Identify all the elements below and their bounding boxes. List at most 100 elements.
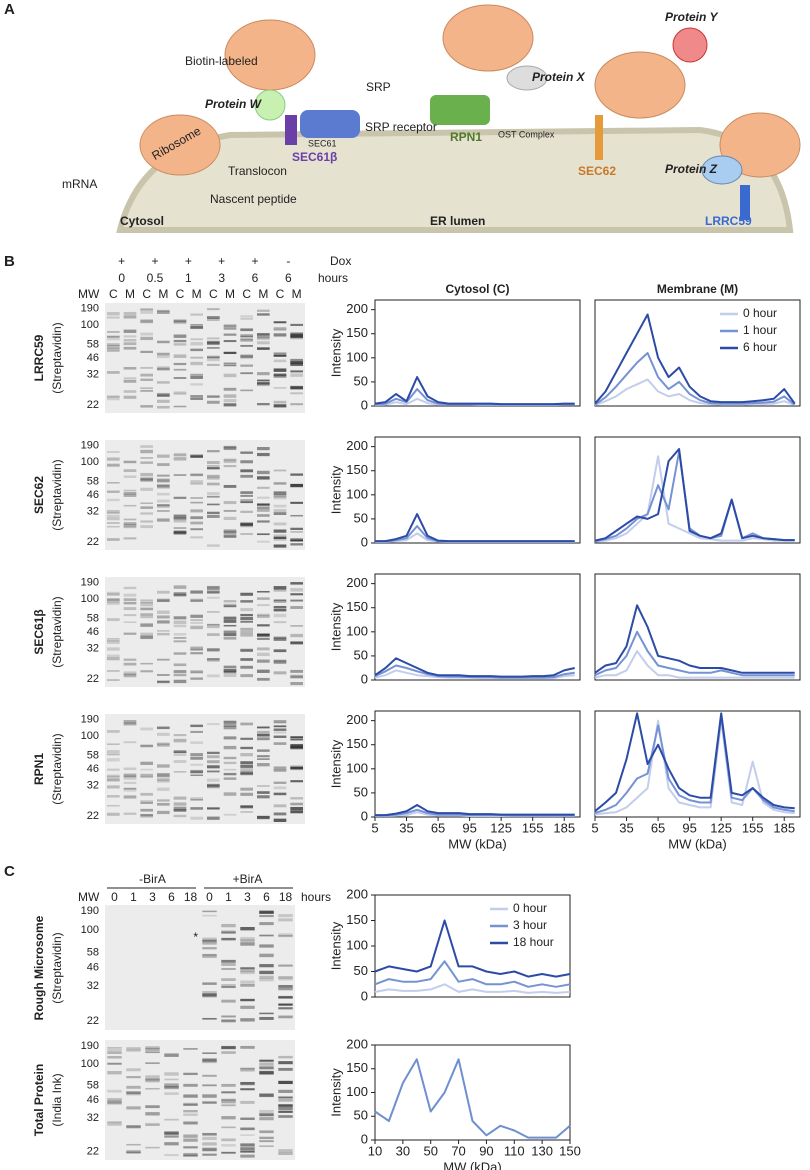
blot-stain: (Streptavidin) [50,733,64,804]
gel-band [140,387,153,390]
mw-marker: 100 [81,456,99,468]
gel-band [207,755,220,759]
gel-band [257,785,270,787]
mw-marker: 32 [87,642,99,654]
diagram-label: Biotin-labeled [185,54,258,68]
gel-image [105,440,305,550]
gel-band [290,362,303,366]
diagram-label: Translocon [228,164,287,178]
gel-band [207,783,220,786]
gel-band [273,613,287,618]
gel-band [123,346,137,350]
gel-band [190,456,203,458]
gel-band [190,756,203,760]
gel-band [123,377,137,379]
y-tick-label: 0 [361,671,368,686]
gel-band [223,364,237,367]
gel-band [273,494,287,498]
gel-band [140,775,153,778]
gel-band [290,746,303,750]
gel-band [257,382,270,387]
mw-marker: 22 [87,536,99,548]
gel-band [273,536,287,540]
mw-marker: 58 [87,339,99,351]
gel-band [157,478,170,482]
gel-band [240,1068,255,1072]
gel-band [173,637,187,639]
gel-image [105,577,305,687]
data-line [594,650,795,679]
gel-band [107,312,120,316]
gel-band [273,482,287,485]
gel-band [123,491,137,495]
gel-band [123,720,137,723]
gel-band [207,357,220,359]
gel-band [257,333,270,336]
gel-band [190,361,203,366]
gel-band [221,1019,236,1022]
gel-band [107,1101,122,1104]
lane-label: M [225,287,235,301]
gel-band [290,483,303,487]
gel-band [257,334,270,339]
gel-band [123,469,137,473]
gel-band [221,1116,236,1120]
gel-band [290,641,303,645]
gel-band [190,454,203,458]
gel-band [123,662,137,666]
gel-band [223,364,237,367]
gel-band [190,599,203,602]
gel-band [140,670,153,673]
gel-band [173,515,187,519]
lane-label: 6 [168,890,175,904]
panel-label: C [4,863,15,880]
gel-band [240,1154,255,1158]
x-tick-label: 35 [399,820,413,835]
gel-band [240,494,253,497]
gel-band [273,387,287,389]
hours-label: hours [318,271,348,285]
gel-band [273,608,287,612]
gel-band [257,503,270,506]
gel-band [107,776,120,780]
gel-band [190,670,203,672]
mw-marker: 46 [87,1094,99,1106]
mw-marker: 46 [87,961,99,973]
gel-band [173,319,187,322]
legend-label: 1 hour [743,323,777,337]
gel-band [240,926,255,931]
mw-marker: 190 [81,1040,99,1052]
gel-band [107,779,120,782]
mw-marker: 100 [81,730,99,742]
plot-frame [374,573,581,681]
gel-band [207,511,220,514]
gel-band [202,993,217,995]
mw-label: MW [78,890,100,904]
gel-band [190,324,203,326]
gel-band [223,531,237,535]
gel-band [123,773,137,778]
gel-band [107,679,120,681]
gel-band [107,481,120,484]
gel-band [223,387,237,391]
gel-band [207,785,220,789]
gel-band [164,1131,179,1135]
gel-band [123,346,137,349]
gel-band [140,727,153,731]
gel-band [140,502,153,505]
gel-band [173,624,187,628]
gel-band [123,632,137,635]
gel-band [240,1127,255,1131]
gel-band [240,1067,255,1070]
gel-band [107,647,120,651]
x-axis-label: MW (kDa) [448,836,507,851]
gel-band [207,340,220,345]
gel-band [126,1076,141,1079]
gel-band [202,1059,217,1062]
x-tick-label: 125 [710,820,732,835]
gel-band [257,470,270,475]
gel-band [273,725,287,728]
gel-band [290,806,303,810]
gel-band [221,937,236,941]
gel-band [259,1113,274,1117]
